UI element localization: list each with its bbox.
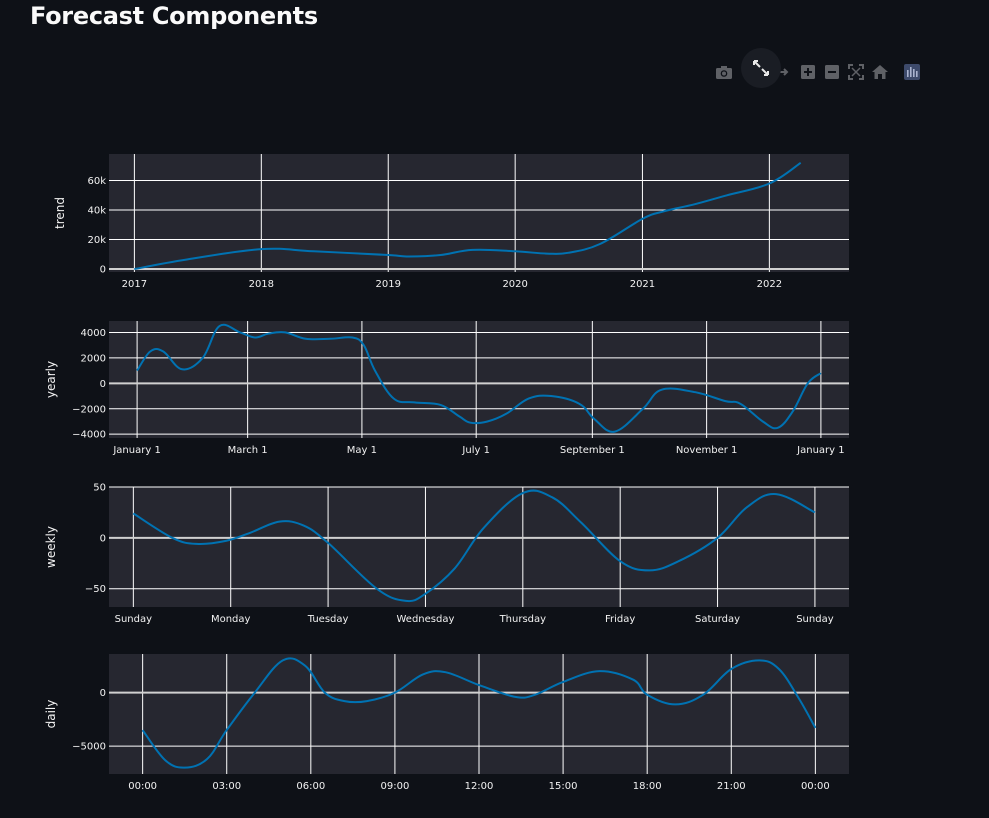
y-axis-title: trend	[53, 197, 67, 229]
plot-area	[109, 487, 849, 607]
subplot-yearly: January 1 March 1 May 1 July 1 September 1 No…	[44, 321, 849, 456]
y-tick-label: 0	[100, 379, 106, 390]
x-tick-label: 2022	[757, 279, 782, 290]
autoscale-icon[interactable]	[844, 60, 868, 84]
x-tick-label: March 1	[228, 445, 268, 456]
y-tick-label: 4000	[81, 328, 106, 339]
y-tick-label: 40k	[87, 206, 106, 217]
x-tick-label: 2017	[122, 279, 147, 290]
plot-modebar	[712, 58, 932, 86]
x-tick-label: 18:00	[633, 781, 662, 792]
y-tick-label: −50	[85, 584, 106, 595]
x-tick-label: 09:00	[380, 781, 409, 792]
y-axis-title: yearly	[44, 361, 58, 398]
series-line-trend	[134, 161, 802, 271]
x-tick-label: Monday	[211, 614, 251, 625]
subplot-daily: 00:00 03:00 06:00 09:00 12:00 15:00 18:00 21:00…	[44, 654, 849, 792]
x-tick-label: September 1	[560, 445, 625, 456]
series-line-weekly	[132, 489, 816, 603]
y-axis-title: daily	[44, 700, 58, 729]
series-line-yearly	[136, 323, 822, 433]
y-axis-title: weekly	[44, 526, 58, 568]
subplot-trend: 2017 2018 2019 2020 2021 2022 0 20k 40k 60k trend	[53, 154, 849, 290]
x-tick-label: 00:00	[801, 781, 830, 792]
reset-axes-icon[interactable]	[868, 60, 892, 84]
y-tick-label: −2000	[72, 404, 106, 415]
plot-area	[109, 321, 849, 438]
x-tick-label: Thursday	[499, 614, 547, 625]
zoom-out-icon[interactable]	[820, 60, 844, 84]
y-tick-label: 2000	[81, 353, 106, 364]
x-tick-label: Friday	[605, 614, 635, 625]
x-tick-label: January 1	[796, 445, 844, 456]
plotly-logo-icon[interactable]	[892, 60, 932, 84]
x-tick-label: 2021	[630, 279, 655, 290]
y-tick-label: 0	[100, 688, 106, 699]
y-tick-label: 0	[100, 533, 106, 544]
fullscreen-expand-icon[interactable]	[741, 48, 781, 88]
x-tick-label: 2019	[376, 279, 401, 290]
series-line-daily	[141, 657, 817, 769]
x-tick-label: Saturday	[695, 614, 740, 625]
y-tick-label: 20k	[87, 235, 106, 246]
y-tick-label: 50	[93, 483, 106, 494]
x-tick-label: 15:00	[549, 781, 578, 792]
x-tick-label: 2020	[502, 279, 527, 290]
y-tick-label: −5000	[72, 742, 106, 753]
camera-icon[interactable]	[712, 60, 736, 84]
x-tick-label: Sunday	[115, 614, 152, 625]
x-tick-label: 03:00	[212, 781, 241, 792]
x-tick-label: November 1	[676, 445, 738, 456]
x-tick-label: July 1	[461, 445, 490, 456]
x-tick-label: 06:00	[296, 781, 325, 792]
y-tick-label: 60k	[87, 176, 106, 187]
subplot-weekly: Sunday Monday Tuesday Wednesday Thursday Frid…	[44, 483, 849, 625]
zoom-in-icon[interactable]	[796, 60, 820, 84]
y-tick-label: −4000	[72, 430, 106, 441]
x-tick-label: May 1	[347, 445, 377, 456]
x-tick-label: 21:00	[717, 781, 746, 792]
page-title: Forecast Components	[30, 2, 318, 30]
x-tick-label: 12:00	[465, 781, 494, 792]
x-tick-label: Sunday	[796, 614, 833, 625]
x-tick-label: Wednesday	[396, 614, 454, 625]
x-tick-label: 2018	[249, 279, 274, 290]
x-tick-label: Tuesday	[307, 614, 349, 625]
x-tick-label: January 1	[112, 445, 160, 456]
x-tick-label: 00:00	[128, 781, 157, 792]
y-tick-label: 0	[100, 265, 106, 276]
